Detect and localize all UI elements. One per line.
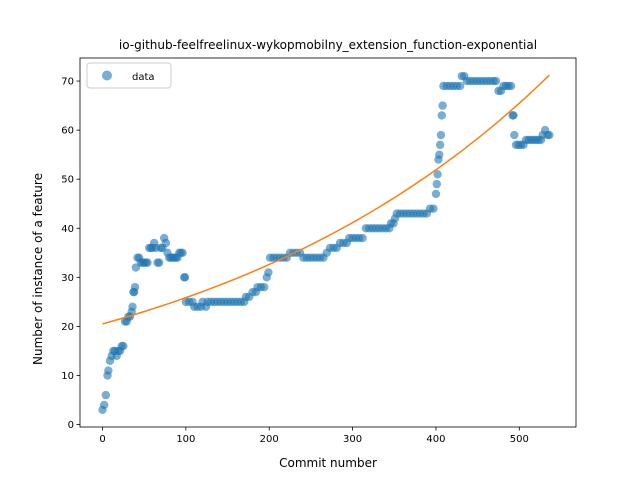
- fit-line: [102, 74, 550, 325]
- data-point: [154, 258, 164, 267]
- chart-title: io-github-feelfreelinux-wykopmobilny_ext…: [119, 38, 537, 52]
- data-point: [128, 302, 137, 311]
- y-tick-label: 30: [61, 273, 74, 284]
- data-point: [436, 130, 446, 140]
- data-point: [178, 248, 187, 258]
- data-point: [506, 81, 516, 91]
- y-tick-label: 20: [61, 322, 74, 333]
- plot-area: 0 100 200 300 400 500 0 10 20 30 40 50 60 70: [61, 57, 577, 445]
- x-tick-label: 400: [426, 434, 445, 445]
- data-point: [435, 150, 444, 159]
- data-point: [104, 366, 113, 375]
- data-point: [429, 204, 438, 213]
- y-tick-label: 40: [61, 224, 74, 235]
- data-point: [101, 390, 111, 400]
- x-axis-label: Commit number: [279, 456, 377, 470]
- data-point: [264, 268, 273, 277]
- legend-frame: [86, 62, 172, 89]
- y-axis-label: Number of instance of a feature: [31, 173, 45, 365]
- axes-frame: [79, 57, 577, 428]
- data-point: [143, 258, 152, 267]
- x-tick-label: 0: [99, 434, 105, 445]
- data-point: [510, 130, 519, 140]
- y-tick-label: 50: [61, 175, 74, 186]
- data-point: [455, 81, 465, 91]
- data-point: [119, 341, 128, 351]
- data-point: [180, 273, 190, 282]
- x-tick-label: 500: [510, 434, 529, 445]
- data-point: [545, 130, 554, 140]
- data-point: [438, 101, 447, 110]
- data-point: [431, 189, 441, 199]
- data-point: [491, 76, 501, 86]
- x-tick-label: 100: [176, 434, 195, 445]
- data-point: [435, 140, 445, 150]
- legend: data: [86, 62, 172, 89]
- x-tick-label: 300: [343, 434, 362, 445]
- data-point: [260, 282, 269, 292]
- data-point: [432, 179, 441, 189]
- legend-marker-data: [102, 70, 112, 81]
- y-tick-label: 10: [61, 371, 74, 382]
- data-point: [433, 170, 442, 179]
- data-point: [358, 233, 367, 243]
- legend-label-data: data: [132, 72, 155, 83]
- y-tick-label: 0: [68, 420, 74, 431]
- data-point: [437, 111, 446, 120]
- y-tick-label: 70: [61, 77, 74, 88]
- data-point: [509, 111, 518, 120]
- data-point: [130, 282, 140, 292]
- x-tick-label: 200: [260, 434, 279, 445]
- y-tick-label: 60: [61, 126, 74, 137]
- data-point: [99, 400, 109, 410]
- data-point: [161, 238, 171, 248]
